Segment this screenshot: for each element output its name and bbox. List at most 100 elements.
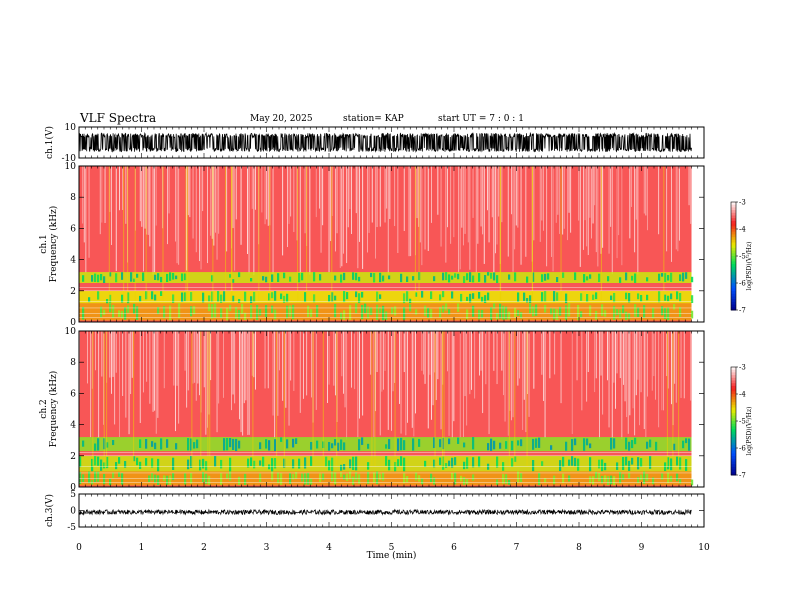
- ch2-spectrogram-striation: [421, 331, 423, 371]
- ch1-spectrogram-striation: [207, 166, 208, 264]
- ch2-spectrogram-band-blob: [628, 473, 631, 479]
- ch2-spectrogram-striation: [335, 331, 336, 396]
- ch1-spectrogram-striation: [168, 166, 170, 214]
- ch1-spectrogram-sferic: [225, 166, 227, 302]
- ch1-spectrogram-striation: [379, 166, 381, 227]
- ch2-spectrogram-striation: [469, 331, 471, 395]
- ch2-spectrogram-striation: [599, 331, 600, 440]
- colorbar2-step: [731, 380, 736, 384]
- ch1-spectrogram-band-blob: [313, 294, 316, 303]
- ch2-spectrogram-band-blob: [661, 473, 664, 480]
- ch1-spectrogram-band-blob: [595, 310, 598, 320]
- ch1-waveform-ytick-label: 10: [65, 123, 77, 133]
- ch1-spectrogram-band-blob: [241, 303, 244, 315]
- colorbar2-tick-label: -7: [739, 472, 746, 480]
- ch1-spectrogram-striation: [491, 166, 493, 218]
- colorbar2-step: [731, 434, 736, 438]
- ch1-spectrogram-band-blob: [208, 295, 211, 302]
- colorbar1-tick-label: -5: [739, 253, 746, 261]
- ch2-spectrogram-striation: [205, 331, 207, 435]
- ch1-spectrogram-striation: [178, 166, 180, 265]
- colorbar1-step: [731, 253, 736, 257]
- colorbar1-step: [731, 291, 736, 295]
- ch1-spectrogram-band-blob: [319, 274, 322, 281]
- ch1-spectrogram-band-blob: [382, 305, 385, 321]
- ch2-spectrogram-band-blob: [586, 438, 589, 446]
- ch2-spectrogram-band-blob: [286, 439, 289, 449]
- ch2-spectrogram-striation: [387, 331, 389, 430]
- ch1-spectrogram-sferic: [127, 166, 129, 302]
- ch2-spectrogram-striation: [674, 331, 676, 384]
- colorbar1-step: [731, 296, 736, 300]
- ch2-spectrogram-striation: [651, 331, 653, 391]
- ch1-spectrogram-striation: [147, 166, 149, 235]
- ch1-spectrogram-striation: [421, 166, 423, 266]
- colorbar2-step: [731, 472, 736, 476]
- ch3-waveform-trace: [78, 508, 692, 516]
- ch1-spectrogram-sferic: [297, 166, 299, 302]
- ch2-spectrogram-striation: [525, 331, 527, 433]
- ch2-spectrogram-band-blob: [100, 459, 103, 471]
- ch1-spectrogram-band-blob: [334, 275, 337, 281]
- ch1-spectrogram-striation: [690, 166, 692, 224]
- ch1-spectrogram-striation: [362, 166, 364, 269]
- ch2-spectrogram-band-blob: [574, 438, 577, 446]
- ch2-spectrogram-band-blob: [397, 459, 400, 467]
- ch1-spectrogram-band-blob: [448, 309, 451, 315]
- station-label: station= KAP: [343, 114, 404, 124]
- ch2-spectrogram-sferic: [666, 331, 668, 467]
- colorbar1-step: [731, 207, 736, 211]
- ch1-spectrogram-band-blob: [238, 309, 241, 320]
- ch1-spectrogram-band-blob: [487, 292, 490, 301]
- ch1-spectrogram-band-blob: [505, 306, 508, 320]
- ch1-spectrogram-band-blob: [184, 292, 187, 302]
- ch1-spectrogram-band-blob: [211, 275, 214, 282]
- ch1-spectrogram-band-blob: [181, 273, 184, 282]
- colorbar1-step: [731, 299, 736, 303]
- ch1-spectrogram-striation: [464, 166, 466, 234]
- ch2-spectrogram-band-blob: [334, 439, 337, 446]
- ch2-spectrogram-band-blob: [589, 443, 592, 449]
- ch1-spectrogram-band-blob: [541, 292, 544, 302]
- colorbar2-step: [731, 445, 736, 449]
- ch1-spectrogram-sferic: [134, 166, 136, 302]
- ch1-spectrogram-band-blob: [160, 291, 163, 296]
- ch1-spectrogram-striation: [343, 166, 344, 254]
- ch2-spectrogram-band-blob: [454, 457, 457, 466]
- ch1-spectrogram-striation: [570, 166, 572, 233]
- ch2-spectrogram-band-blob: [598, 472, 601, 482]
- ch2-spectrogram-striation: [586, 331, 588, 402]
- ch1-spectrogram-band-blob: [673, 304, 676, 310]
- ch2-spectrogram-band-blob: [214, 455, 217, 467]
- ch1-spectrogram-band-blob: [625, 272, 628, 281]
- colorbar2-step: [731, 404, 736, 408]
- ch2-spectrogram-band-blob: [631, 439, 634, 449]
- ch2-spectrogram-striation: [615, 331, 616, 409]
- ch1-spectrogram-band-blob: [556, 292, 559, 301]
- ch1-spectrogram-band-blob: [514, 272, 517, 282]
- ch1-spectrogram-band-blob: [412, 276, 415, 281]
- ch2-spectrogram-striation: [119, 331, 120, 438]
- ch3-waveform-ytick-label: 0: [70, 507, 76, 517]
- ch2-spectrogram-band-blob: [184, 473, 187, 485]
- ch1-spectrogram-band-blob: [619, 277, 622, 283]
- ch1-spectrogram-band-blob: [625, 311, 628, 321]
- ch2-spectrogram-band-blob: [322, 473, 325, 481]
- ch2-spectrogram-band-blob: [478, 456, 481, 468]
- ch1-spectrogram-band-blob: [679, 307, 682, 317]
- ch2-spectrogram-striation: [240, 331, 242, 433]
- ch1-spectrogram-striation: [557, 166, 559, 215]
- ch1-spectrogram-striation: [475, 166, 477, 274]
- colorbar1-step: [731, 229, 736, 233]
- ch2-spectrogram-band-blob: [112, 472, 115, 479]
- ch2-spectrogram-band-blob: [187, 459, 190, 470]
- ch1-spectrogram-band-blob: [226, 307, 229, 321]
- ch2-spectrogram-striation: [658, 331, 660, 428]
- ch1-spectrogram-band-blob: [97, 291, 100, 300]
- ch2-spectrogram-striation: [90, 331, 92, 438]
- ch1-spectrogram-striation: [104, 166, 106, 224]
- ch2-spectrogram-striation: [163, 331, 165, 389]
- ch2-spectrogram-striation: [91, 331, 93, 389]
- ch2-spectrogram-striation: [109, 331, 111, 378]
- ch2-spectrogram-striation: [480, 331, 482, 371]
